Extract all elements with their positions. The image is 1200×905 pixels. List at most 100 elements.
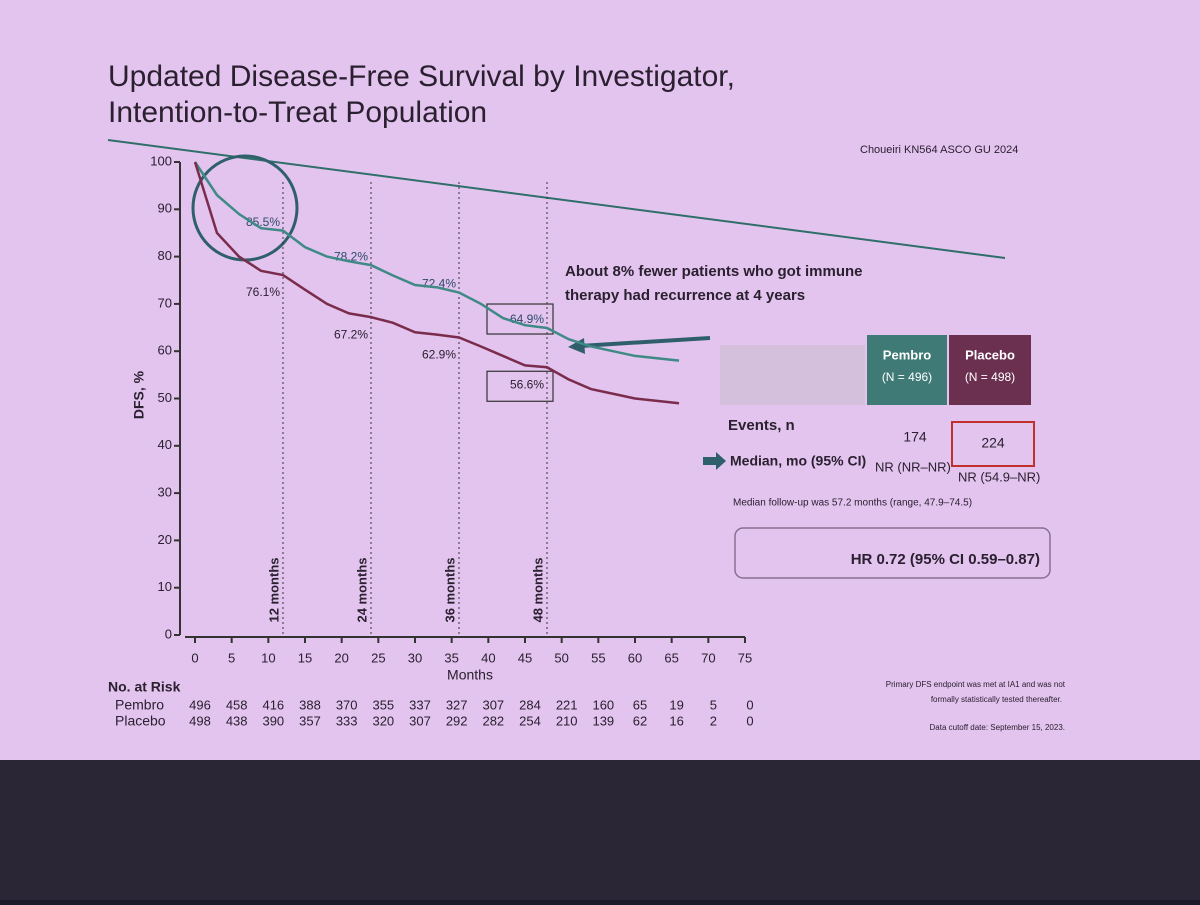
risk-value: 370: [336, 697, 358, 712]
table-header: Pembro: [883, 347, 931, 362]
stage: [0, 760, 1200, 900]
risk-value: 496: [189, 697, 211, 712]
table-row-label: Events, n: [728, 417, 795, 434]
risk-value: 5: [710, 697, 717, 712]
x-tick-label: 40: [481, 650, 495, 665]
x-tick-label: 0: [191, 650, 198, 665]
landmark-label: 12 months: [266, 557, 281, 622]
highlight-box: [951, 421, 1035, 467]
risk-value: 357: [299, 713, 321, 728]
risk-value: 320: [372, 713, 394, 728]
table-header: (N = 496): [882, 370, 932, 384]
landmark-value: 62.9%: [422, 348, 456, 362]
risk-value: 160: [592, 697, 614, 712]
risk-value: 327: [446, 697, 468, 712]
y-tick-label: 60: [158, 343, 172, 358]
risk-value: 388: [299, 697, 321, 712]
survival-curve: [193, 161, 680, 362]
risk-value: 438: [226, 713, 248, 728]
chart-subtitle: Intention-to-Treat Population: [108, 96, 487, 129]
table-note: Median follow-up was 57.2 months (range,…: [733, 498, 972, 509]
table-cell: NR (NR–NR): [875, 459, 951, 474]
x-tick-label: 70: [701, 650, 715, 665]
survival-curve: [193, 161, 680, 405]
y-tick-label: 40: [158, 437, 172, 452]
y-tick-label: 100: [150, 153, 172, 168]
risk-value: 210: [556, 713, 578, 728]
landmark-label: 24 months: [354, 557, 369, 622]
x-tick-label: 75: [738, 650, 752, 665]
risk-value: 333: [336, 713, 358, 728]
landmark-value: 67.2%: [334, 327, 368, 341]
risk-value: 0: [746, 713, 753, 728]
risk-value: 254: [519, 713, 541, 728]
risk-value: 62: [633, 713, 647, 728]
footnote: formally statistically tested thereafter…: [931, 695, 1062, 704]
risk-value: 390: [262, 713, 284, 728]
y-tick-label: 30: [158, 485, 172, 500]
y-tick-label: 50: [158, 390, 172, 405]
table-cell: 174: [903, 429, 927, 445]
footnote: Data cutoff date: September 15, 2023.: [930, 723, 1066, 732]
landmark-value: 56.6%: [510, 377, 544, 391]
x-tick-label: 30: [408, 650, 422, 665]
table-header: (N = 498): [965, 370, 1015, 384]
landmark-box: [486, 303, 554, 335]
annotation: therapy had recurrence at 4 years: [565, 287, 805, 304]
risk-value: 282: [482, 713, 504, 728]
y-tick-label: 20: [158, 532, 172, 547]
landmark-value: 64.9%: [510, 312, 544, 326]
risk-row-label: Placebo: [115, 713, 166, 729]
x-tick-label: 5: [228, 650, 235, 665]
risk-value: 337: [409, 697, 431, 712]
arrow: [579, 336, 711, 348]
risk-value: 355: [372, 697, 394, 712]
bullet-arrow: [703, 452, 726, 470]
placebo-header: [949, 335, 1031, 405]
risk-value: 19: [669, 697, 683, 712]
risk-value: 2: [710, 713, 717, 728]
x-tick-label: 65: [664, 650, 678, 665]
footnote: Primary DFS endpoint was met at IA1 and …: [886, 680, 1066, 689]
risk-table-title: No. at Risk: [108, 679, 181, 695]
landmark-box: [486, 370, 554, 402]
x-tick-label: 45: [518, 650, 532, 665]
hazard-ratio: HR 0.72 (95% CI 0.59–0.87): [851, 551, 1040, 568]
table-header: Placebo: [965, 347, 1015, 362]
x-axis-label: Months: [447, 667, 493, 683]
x-tick-label: 25: [371, 650, 385, 665]
table-cell: NR (54.9–NR): [958, 469, 1040, 484]
risk-value: 458: [226, 697, 248, 712]
risk-value: 292: [446, 713, 468, 728]
x-tick-label: 35: [444, 650, 458, 665]
risk-value: 221: [556, 697, 578, 712]
table-blank: [720, 345, 865, 405]
title-rule: [107, 139, 1006, 259]
risk-value: 498: [189, 713, 211, 728]
x-tick-label: 50: [554, 650, 568, 665]
risk-value: 65: [633, 697, 647, 712]
x-tick-label: 10: [261, 650, 275, 665]
risk-value: 307: [409, 713, 431, 728]
risk-value: 139: [592, 713, 614, 728]
y-tick-label: 90: [158, 201, 172, 216]
y-tick-label: 80: [158, 248, 172, 263]
risk-value: 0: [746, 697, 753, 712]
annotation: About 8% fewer patients who got immune: [565, 263, 863, 280]
landmark-label: 48 months: [530, 557, 545, 622]
citation: Choueiri KN564 ASCO GU 2024: [860, 144, 1018, 156]
y-tick-label: 0: [165, 626, 172, 641]
y-axis-label: DFS, %: [131, 370, 147, 419]
risk-value: 416: [262, 697, 284, 712]
x-tick-label: 20: [334, 650, 348, 665]
hr-box: [734, 527, 1051, 579]
risk-row-label: Pembro: [115, 697, 164, 713]
landmark-label: 36 months: [442, 557, 457, 622]
y-tick-label: 10: [158, 579, 172, 594]
table-row-label: Median, mo (95% CI): [730, 453, 866, 469]
chart-title: Updated Disease-Free Survival by Investi…: [108, 60, 735, 93]
risk-value: 307: [482, 697, 504, 712]
landmark-value: 76.1%: [246, 285, 280, 299]
